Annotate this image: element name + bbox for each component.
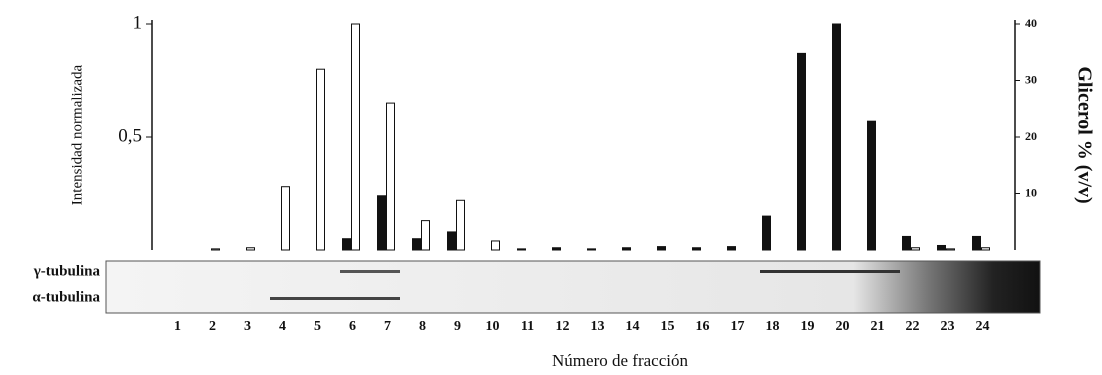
- x-tick-label: 12: [556, 319, 570, 334]
- y2-tick-label: 30: [1025, 72, 1037, 86]
- bar: [588, 249, 596, 250]
- y-tick-label: 1: [133, 12, 143, 33]
- x-tick-label: 10: [486, 319, 500, 334]
- bar: [387, 103, 395, 250]
- bar: [947, 249, 955, 250]
- bar: [868, 121, 876, 250]
- bar: [247, 248, 255, 250]
- bar: [763, 216, 771, 250]
- x-tick-label: 5: [314, 319, 321, 334]
- chart: Intensidad normalizada Número de fracció…: [0, 0, 1102, 375]
- x-tick-label: 18: [766, 319, 780, 334]
- blot-label: α-tubulina: [32, 289, 100, 305]
- bar: [798, 53, 806, 250]
- bar: [903, 236, 911, 250]
- bar: [282, 187, 290, 250]
- bar: [422, 221, 430, 250]
- y-axis-label: Intensidad normalizada: [69, 64, 85, 205]
- x-tick-label: 2: [209, 319, 216, 334]
- x-tick-label: 19: [801, 319, 815, 334]
- bar: [938, 245, 946, 250]
- x-tick-label: 1: [174, 319, 181, 334]
- y2-tick-label: 40: [1025, 16, 1037, 30]
- blot-image: [106, 261, 1040, 313]
- blot-label: γ-tubulina: [33, 263, 101, 279]
- bar: [833, 24, 841, 250]
- x-tick-label: 24: [976, 319, 990, 334]
- bar: [623, 248, 631, 250]
- bar: [352, 24, 360, 250]
- bar: [378, 196, 386, 250]
- blot-band: [270, 297, 400, 300]
- y2-tick-label: 20: [1025, 129, 1037, 143]
- x-tick-label: 16: [696, 319, 710, 334]
- bar: [658, 247, 666, 250]
- x-tick-label: 20: [836, 319, 850, 334]
- x-tick-label: 22: [906, 319, 920, 334]
- x-tick-label: 14: [626, 319, 640, 334]
- blot-band: [340, 270, 400, 273]
- bar: [693, 248, 701, 250]
- bar: [413, 239, 421, 250]
- bar: [317, 69, 325, 250]
- x-tick-label: 8: [419, 319, 426, 334]
- y2-axis-label: Glicerol % (v/v): [1073, 66, 1095, 203]
- bar: [982, 248, 990, 250]
- bar: [973, 236, 981, 250]
- x-tick-label: 6: [349, 319, 356, 334]
- bar: [518, 249, 526, 250]
- bar: [212, 249, 220, 250]
- bar: [912, 248, 920, 250]
- x-tick-label: 21: [871, 319, 885, 334]
- x-tick-label: 23: [941, 319, 955, 334]
- x-tick-label: 15: [661, 319, 675, 334]
- bar: [553, 248, 561, 250]
- x-tick-label: 9: [454, 319, 461, 334]
- x-tick-label: 3: [244, 319, 251, 334]
- bar: [343, 239, 351, 250]
- x-tick-label: 4: [279, 319, 286, 334]
- x-tick-label: 17: [731, 319, 745, 334]
- bar: [457, 200, 465, 250]
- blot: [106, 261, 1040, 313]
- y-tick-label: 0,5: [118, 125, 142, 146]
- x-tick-label: 11: [521, 319, 534, 334]
- x-axis-label: Número de fracción: [552, 351, 688, 370]
- x-tick-label: 13: [591, 319, 605, 334]
- y2-tick-label: 10: [1025, 185, 1037, 199]
- bar: [492, 241, 500, 250]
- bar: [448, 232, 456, 250]
- bar: [728, 247, 736, 250]
- x-tick-label: 7: [384, 319, 391, 334]
- blot-band: [760, 270, 900, 273]
